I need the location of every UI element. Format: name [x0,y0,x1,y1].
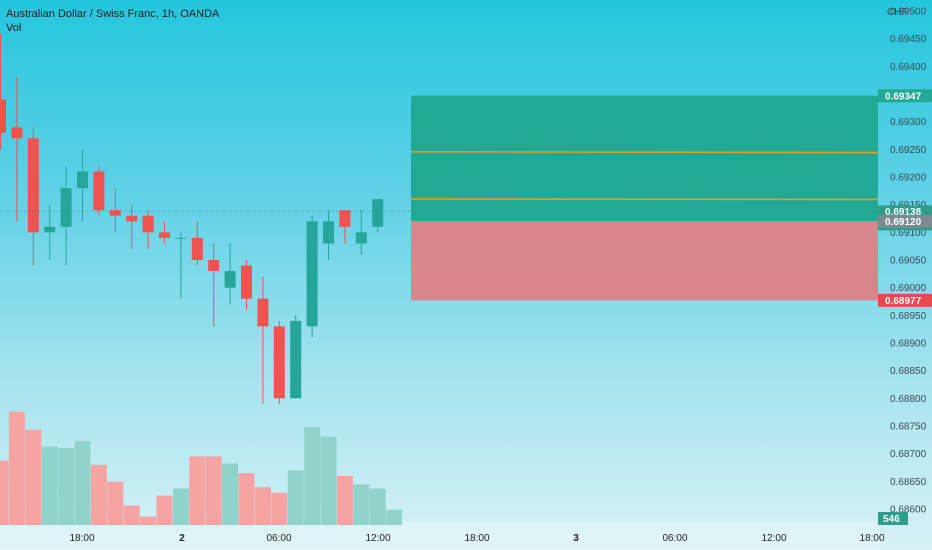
stop-price-tag [878,293,932,307]
candle-body[interactable] [191,237,203,260]
volume-bar [140,516,157,525]
time-tick-label: 06:00 [662,533,687,544]
symbol-title[interactable]: Australian Dollar / Swiss Franc, 1h, OAN… [6,8,220,20]
volume-bar [205,456,222,525]
price-tick-label: 0.68750 [890,421,927,432]
lower-level-line[interactable] [410,198,879,201]
candle-body[interactable] [355,232,367,244]
volume-bar [107,481,124,525]
volume-bar [222,463,239,525]
price-tick-label: 0.68600 [890,504,927,515]
target-price-tag [878,89,932,103]
price-tick-label: 0.69500 [890,7,927,18]
volume-bar [189,456,206,525]
currency-label: CHF [887,7,908,18]
volume-bar [8,411,25,525]
volume-bar [25,429,42,525]
candle-body[interactable] [159,232,170,238]
volume-bar [304,427,321,525]
volume-bar [386,509,403,525]
candle-body[interactable] [339,210,351,227]
candle-body[interactable] [60,188,72,227]
volume-value-tag [878,512,908,525]
volume-bar [41,446,58,525]
time-tick-label: 18:00 [464,533,489,544]
candle-body[interactable] [93,171,105,211]
candle-body[interactable] [142,215,154,233]
price-tick-label: 0.69050 [890,256,927,267]
candle-body[interactable] [224,271,236,288]
current-price-text: 0.69138 [885,207,922,218]
price-tick-label: 0.68850 [890,366,927,377]
price-tick-label: 0.68800 [890,394,927,405]
candle-body[interactable] [0,99,6,133]
volume-value-text: 546 [883,514,900,525]
time-tick-label: 12:00 [761,533,786,544]
volume-bar [353,484,370,525]
volume-bar [369,488,386,525]
volume-indicator-label[interactable]: Vol [6,22,22,34]
price-tick-label: 0.68700 [890,449,927,460]
volume-bar [0,460,9,525]
candle-body[interactable] [372,199,384,227]
time-tick-label: 18:00 [69,533,94,544]
time-tick-label: 06:00 [266,533,291,544]
candle-body[interactable] [27,138,39,233]
candle-body[interactable] [273,326,285,399]
time-tick-label: 18:00 [859,533,884,544]
volume-bar [287,470,304,525]
price-tick-label: 0.69400 [890,62,927,73]
price-tick-label: 0.69000 [890,283,927,294]
entry-price-tag-text: 0.69120 [885,217,922,228]
entry-price-tag [878,214,932,228]
candle-body[interactable] [77,171,88,189]
price-tick-label: 0.69250 [890,145,927,156]
price-axis-area[interactable] [880,0,932,550]
time-tick-label: 12:00 [365,533,390,544]
candle-body[interactable] [306,221,318,327]
time-axis-area[interactable] [0,522,880,550]
volume-bar [123,505,140,525]
candle-body[interactable] [175,237,187,239]
volume-bar [336,476,353,525]
candle-body[interactable] [257,298,269,327]
candle-body[interactable] [11,127,23,139]
volume-bar [254,487,271,525]
price-tick-label: 0.68950 [890,311,927,322]
stop-price-tag-text: 0.68977 [885,296,922,307]
volume-bar [172,488,189,525]
profit-target-zone[interactable] [411,95,878,222]
volume-bar [58,448,75,525]
volume-bar [156,495,173,525]
upper-level-line[interactable] [410,151,879,154]
candle-body[interactable] [126,215,138,222]
volume-bar [320,436,337,525]
price-tick-label: 0.69300 [890,117,927,128]
volume-bar [271,492,288,525]
price-tick-label: 0.68900 [890,338,927,349]
candle-body[interactable] [290,320,302,399]
candle-body[interactable] [44,226,56,233]
price-tick-label: 0.68650 [890,477,927,488]
volume-bar [90,464,107,525]
time-tick-label: 3 [573,533,579,544]
candle-body[interactable] [208,260,220,272]
candle-body[interactable] [323,221,334,244]
stop-loss-zone[interactable] [411,221,878,301]
target-price-tag-text: 0.69347 [885,91,922,102]
volume-bar [238,473,255,525]
volume-bar [74,441,91,525]
price-tick-label: 0.69100 [890,228,927,239]
chart-legend: Australian Dollar / Swiss Franc, 1h, OAN… [6,7,219,35]
candle-body[interactable] [109,210,121,216]
price-tick-label: 0.69200 [890,173,927,184]
candle-body[interactable] [241,265,252,299]
time-tick-label: 2 [179,533,185,544]
price-tick-label: 0.69450 [890,34,927,45]
